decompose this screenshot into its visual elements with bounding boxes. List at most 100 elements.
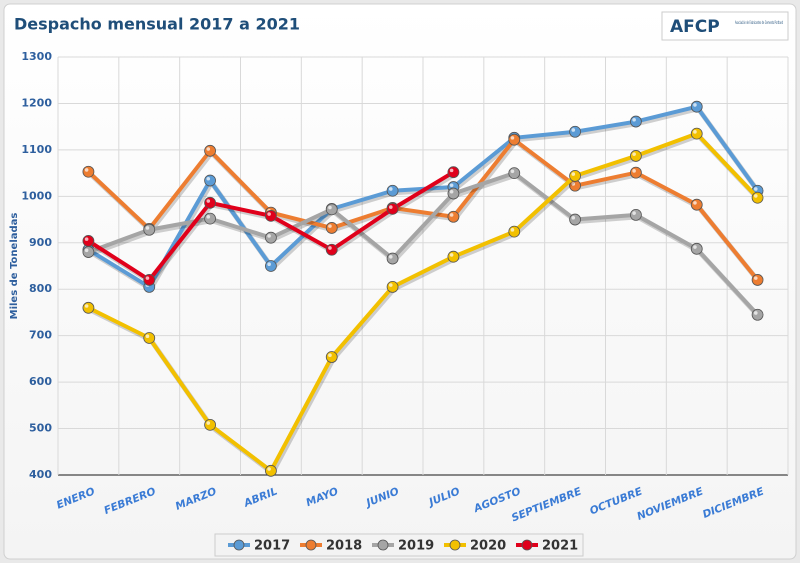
marker-shine: [449, 253, 454, 257]
marker: [82, 246, 95, 258]
marker-shine: [632, 117, 636, 122]
marker-shine: [693, 130, 697, 134]
marker-shine: [571, 128, 576, 132]
marker: [447, 210, 460, 223]
marker: [325, 203, 338, 216]
series-line: [87, 171, 760, 317]
y-tick-label: 500: [29, 422, 52, 435]
marker-shine: [206, 176, 211, 181]
marker-shine: [328, 353, 332, 358]
y-tick-label: 1200: [21, 96, 52, 109]
marker: [508, 133, 521, 146]
marker-shine: [206, 421, 211, 425]
legend-marker: [233, 539, 245, 551]
marker: [325, 351, 338, 363]
legend-marker: [521, 539, 533, 551]
marker-shine: [510, 136, 515, 140]
marker-shine: [388, 283, 393, 287]
marker: [325, 243, 338, 256]
marker-shine: [632, 152, 636, 156]
legend-label: 2018: [326, 539, 362, 554]
marker-shine: [388, 254, 393, 259]
chart-title: Despacho mensual 2017 a 2021: [14, 15, 300, 34]
marker-shine: [267, 262, 271, 267]
marker-shine: [449, 213, 454, 217]
y-axis-label: Miles de Toneladas: [9, 213, 20, 320]
marker-shine: [753, 187, 758, 191]
marker-shine: [84, 248, 89, 253]
marker-shine: [510, 169, 515, 174]
marker: [751, 191, 764, 204]
marker-shine: [571, 215, 576, 220]
logo-subtitle: Asociación de Fabricantes de Cemento Por…: [735, 20, 783, 25]
marker: [630, 209, 642, 221]
legend-label: 2020: [470, 539, 506, 554]
marker-shine: [571, 172, 576, 176]
marker: [143, 332, 156, 344]
marker-shine: [267, 467, 271, 471]
marker-shine: [388, 205, 393, 209]
legend-label: 2021: [542, 539, 578, 554]
legend-label: 2017: [254, 539, 290, 554]
marker: [690, 242, 703, 255]
y-tick-label: 400: [29, 468, 52, 481]
marker: [143, 223, 156, 236]
y-tick-label: 900: [29, 236, 52, 249]
marker: [690, 198, 703, 211]
marker: [569, 213, 581, 226]
y-tick-label: 1000: [21, 189, 52, 202]
marker-shine: [206, 199, 211, 203]
marker: [204, 144, 216, 157]
marker: [630, 166, 642, 179]
marker: [690, 127, 703, 140]
marker: [386, 184, 399, 197]
marker: [751, 308, 764, 321]
marker-shine: [693, 201, 697, 205]
y-tick-label: 1300: [21, 50, 52, 63]
marker-shine: [449, 183, 454, 188]
marker-shine: [632, 169, 636, 173]
marker-shine: [206, 215, 211, 219]
marker: [82, 235, 95, 247]
y-tick-label: 800: [29, 282, 52, 295]
marker-shine: [571, 182, 576, 186]
marker: [751, 274, 764, 286]
series-line: [87, 131, 760, 473]
marker: [447, 250, 460, 263]
legend-marker: [377, 539, 389, 551]
marker: [265, 260, 277, 272]
marker-shine: [753, 311, 758, 315]
marker: [447, 166, 460, 179]
marker-shine: [328, 246, 332, 250]
marker-shine: [632, 211, 636, 215]
y-tick-label: 700: [29, 329, 52, 342]
marker: [386, 252, 399, 265]
marker-shine: [206, 147, 211, 151]
marker: [569, 169, 581, 182]
marker-shine: [693, 245, 697, 249]
marker-shine: [328, 224, 332, 228]
y-tick-label: 600: [29, 375, 52, 388]
marker: [82, 165, 95, 178]
marker-shine: [145, 226, 150, 230]
y-tick-label: 1100: [21, 143, 52, 156]
marker-shine: [328, 205, 332, 210]
marker: [386, 202, 399, 215]
marker: [265, 464, 277, 477]
legend-box: [214, 533, 584, 557]
series-line: [87, 137, 760, 282]
marker: [386, 280, 399, 293]
marker: [508, 225, 521, 238]
marker-shine: [753, 194, 758, 198]
marker-shine: [510, 228, 515, 232]
marker: [82, 301, 95, 314]
marker-shine: [84, 304, 89, 308]
marker-shine: [84, 237, 89, 241]
marker-shine: [449, 168, 454, 173]
marker-shine: [145, 276, 150, 280]
marker: [204, 418, 216, 431]
legend-marker: [305, 539, 317, 551]
marker: [325, 222, 338, 234]
marker-shine: [84, 168, 89, 172]
legend-marker: [449, 539, 461, 551]
